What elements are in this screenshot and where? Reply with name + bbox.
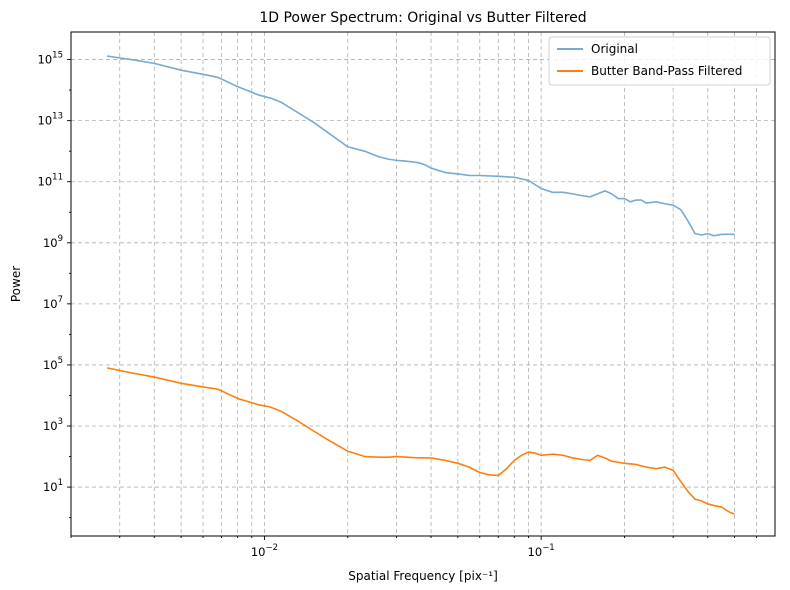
legend-label-original: Original <box>591 42 638 56</box>
series-line-original <box>106 55 735 237</box>
y-tick-labels: 101 103 105 107 109 1011 1013 1015 <box>38 51 63 494</box>
y-tick-label: 105 <box>43 356 63 372</box>
y-tick-label: 1015 <box>38 51 63 67</box>
x-axis-label: Spatial Frequency [pix⁻¹] <box>348 569 498 583</box>
legend-label-butter: Butter Band-Pass Filtered <box>591 64 742 78</box>
grid-lines <box>70 32 775 536</box>
legend-box <box>548 36 771 86</box>
plot-frame <box>70 31 776 537</box>
x-tick-labels: 10−2 10−1 <box>251 543 555 559</box>
y-tick-label: 1011 <box>38 173 63 189</box>
axis-ticks <box>67 59 757 540</box>
legend: Original Butter Band-Pass Filtered <box>548 36 771 86</box>
x-tick-label: 10−1 <box>528 543 555 559</box>
y-tick-label: 103 <box>43 417 63 433</box>
x-tick-label: 10−2 <box>251 543 278 559</box>
series-layer <box>106 55 735 515</box>
y-axis-label: Power <box>9 266 23 302</box>
series-line-butter-filtered <box>106 367 735 515</box>
y-tick-label: 107 <box>43 295 63 311</box>
y-tick-label: 109 <box>43 234 63 250</box>
y-tick-label: 101 <box>43 478 63 494</box>
chart-title: 1D Power Spectrum: Original vs Butter Fi… <box>259 10 586 26</box>
y-tick-label: 1013 <box>38 112 63 128</box>
